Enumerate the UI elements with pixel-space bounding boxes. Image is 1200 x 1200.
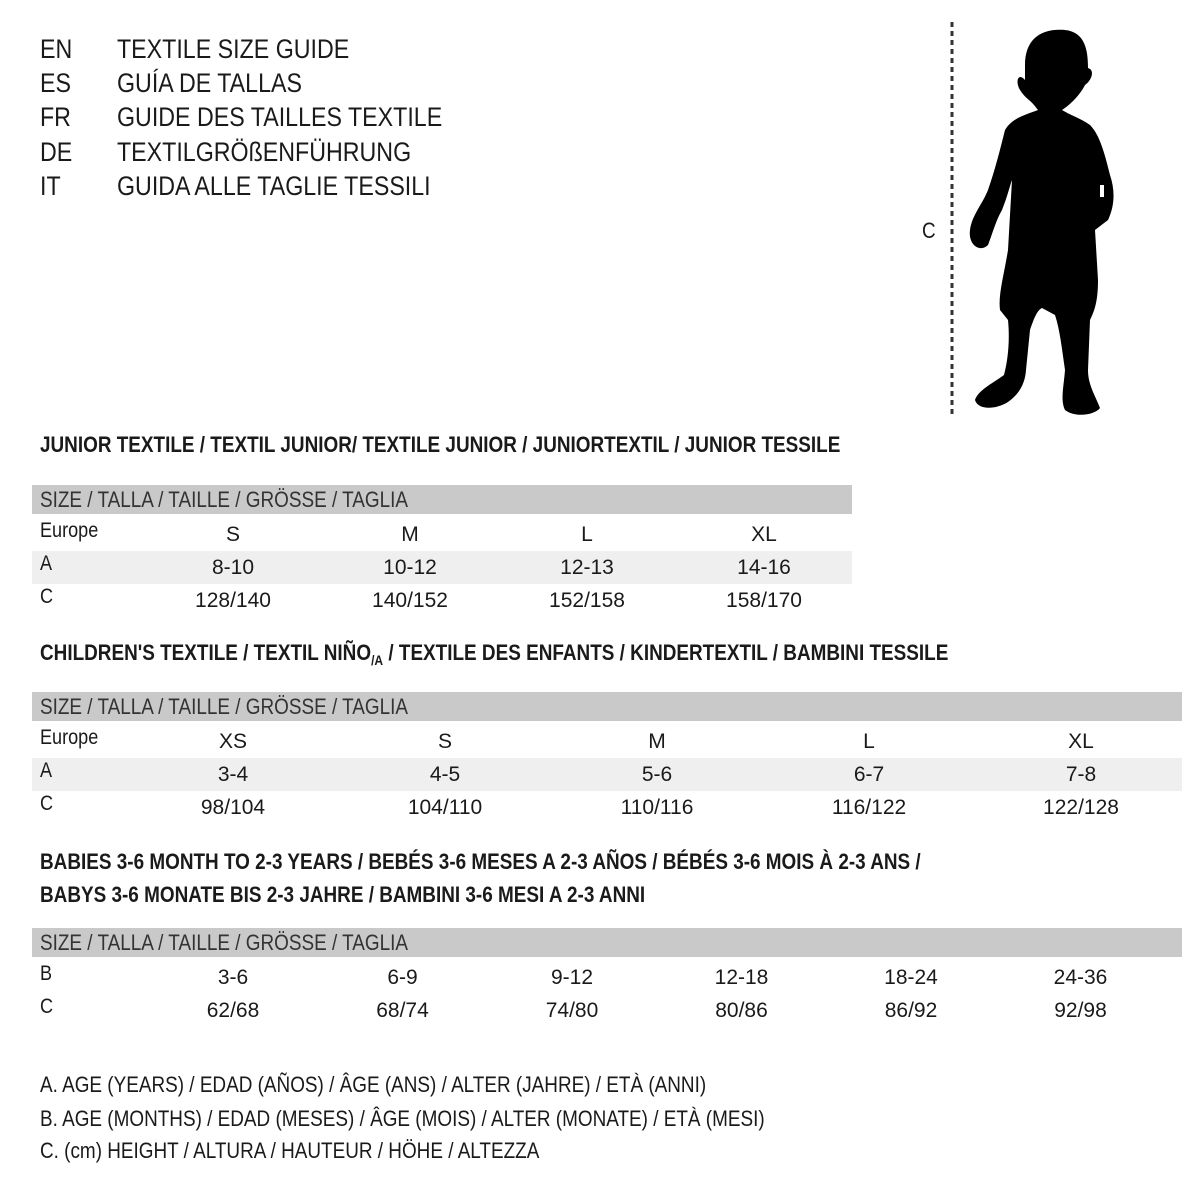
table-cell: 152/158: [549, 589, 625, 612]
table-cell: 92/98: [1054, 999, 1107, 1022]
table-cell: 62/68: [206, 999, 260, 1022]
heading-subscript: /A: [371, 652, 384, 668]
table-header: SIZE / TALLA / TAILLE / GRÖSSE / TAGLIA: [32, 928, 1182, 957]
table-cell: 12-18: [714, 966, 769, 989]
junior-size-table: SIZE / TALLA / TAILLE / GRÖSSE / TAGLIA …: [32, 485, 852, 617]
table-cell: 128/140: [195, 589, 271, 612]
row-label: A: [40, 759, 53, 782]
table-row: Europe S M L XL: [32, 518, 852, 551]
row-label: B: [40, 962, 53, 985]
table-cell: 68/74: [376, 999, 429, 1022]
lang-code: DE: [40, 137, 73, 167]
heading-part: CHILDREN'S TEXTILE / TEXTIL NIÑO: [40, 640, 372, 665]
table-row: B 3-6 6-9 9-12 12-18 18-24 24-36: [32, 961, 1182, 994]
table-cell: 6-7: [853, 763, 885, 786]
table-cell: L: [581, 523, 593, 546]
table-cell: 110/116: [620, 796, 694, 819]
table-cell: 104/110: [407, 796, 483, 819]
table-cell: XL: [1068, 730, 1094, 753]
children-heading-text: CHILDREN'S TEXTILE / TEXTIL NIÑO/A / TEX…: [40, 640, 948, 668]
table-row: A 3-4 4-5 5-6 6-7 7-8: [32, 758, 1182, 791]
table-cell: 6-9: [387, 966, 418, 989]
table-header-text: SIZE / TALLA / TAILLE / GRÖSSE / TAGLIA: [40, 930, 409, 955]
babies-heading-line-1: BABIES 3-6 MONTH TO 2-3 YEARS / BEBÉS 3-…: [40, 849, 1064, 875]
heading-text: BABIES 3-6 MONTH TO 2-3 YEARS / BEBÉS 3-…: [40, 849, 921, 874]
table-cell: 98/104: [200, 796, 266, 819]
table-cell: 140/152: [372, 589, 448, 612]
junior-heading-text: JUNIOR TEXTILE / TEXTIL JUNIOR/ TEXTILE …: [40, 432, 841, 457]
legend-note-c: C. (cm) HEIGHT / ALTURA / HAUTEUR / HÖHE…: [40, 1138, 621, 1164]
lang-code: IT: [40, 171, 61, 201]
lang-title: GUIDE DES TAILLES TEXTILE: [117, 102, 443, 132]
babies-size-table: SIZE / TALLA / TAILLE / GRÖSSE / TAGLIA …: [32, 928, 1182, 1027]
lang-code: EN: [40, 34, 73, 64]
table-cell: 10-12: [383, 556, 437, 579]
note-text: B. AGE (MONTHS) / EDAD (MESES) / ÂGE (MO…: [40, 1106, 765, 1131]
lang-title: GUÍA DE TALLAS: [117, 68, 302, 98]
babies-heading-line-2: BABYS 3-6 MONATE BIS 2-3 JAHRE / BAMBINI…: [40, 882, 744, 908]
table-cell: 24-36: [1053, 966, 1108, 989]
heading-part: / TEXTILE DES ENFANTS / KINDERTEXTIL / B…: [383, 640, 949, 665]
children-heading: CHILDREN'S TEXTILE / TEXTIL NIÑO/A / TEX…: [40, 640, 1096, 668]
table-cell: 74/80: [545, 999, 599, 1022]
table-cell: 18-24: [884, 966, 938, 989]
lang-title: TEXTILGRÖßENFÜHRUNG: [117, 137, 412, 167]
row-label: Europe: [40, 519, 99, 542]
table-cell: XL: [751, 523, 777, 546]
lang-code: ES: [40, 68, 71, 98]
table-cell: 122/128: [1043, 796, 1119, 819]
table-cell: 8-10: [211, 556, 255, 579]
table-header: SIZE / TALLA / TAILLE / GRÖSSE / TAGLIA: [32, 692, 1182, 721]
table-cell: 9-12: [550, 966, 594, 989]
table-cell: XS: [218, 730, 248, 753]
note-text: A. AGE (YEARS) / EDAD (AÑOS) / ÂGE (ANS)…: [40, 1072, 707, 1097]
lang-title: GUIDA ALLE TAGLIE TESSILI: [117, 171, 431, 201]
table-header-text: SIZE / TALLA / TAILLE / GRÖSSE / TAGLIA: [40, 694, 409, 719]
table-cell: M: [648, 730, 666, 753]
child-silhouette-icon: [950, 22, 1114, 415]
legend-note-a: A. AGE (YEARS) / EDAD (AÑOS) / ÂGE (ANS)…: [40, 1072, 815, 1098]
table-cell: 3-4: [217, 763, 249, 786]
table-cell: 7-8: [1065, 763, 1097, 786]
table-row: A 8-10 10-12 12-13 14-16: [32, 551, 852, 584]
lang-title: TEXTILE SIZE GUIDE: [117, 34, 350, 64]
table-cell: 116/122: [831, 796, 907, 819]
table-cell: 158/170: [726, 589, 802, 612]
lang-code: FR: [40, 102, 71, 132]
table-row: C 128/140 140/152 152/158 158/170: [32, 584, 852, 617]
table-cell: 5-6: [641, 763, 673, 786]
row-label: A: [40, 552, 53, 575]
table-header-text: SIZE / TALLA / TAILLE / GRÖSSE / TAGLIA: [40, 487, 409, 512]
table-cell: S: [225, 523, 241, 546]
table-cell: 80/86: [715, 999, 768, 1022]
table-cell: 12-13: [560, 556, 614, 579]
row-label: C: [40, 995, 54, 1018]
row-label: C: [40, 585, 54, 608]
row-label: Europe: [40, 726, 99, 749]
table-row: C 62/68 68/74 74/80 80/86 86/92 92/98: [32, 994, 1182, 1027]
heading-text: BABYS 3-6 MONATE BIS 2-3 JAHRE / BAMBINI…: [40, 882, 646, 907]
junior-heading: JUNIOR TEXTILE / TEXTIL JUNIOR/ TEXTILE …: [40, 432, 971, 458]
table-row: Europe XS S M L XL: [32, 725, 1182, 758]
table-cell: L: [863, 730, 875, 753]
table-cell: S: [437, 730, 453, 753]
row-label: C: [40, 792, 54, 815]
legend-note-b: B. AGE (MONTHS) / EDAD (MESES) / ÂGE (MO…: [40, 1106, 883, 1132]
table-cell: 4-5: [429, 763, 461, 786]
children-size-table: SIZE / TALLA / TAILLE / GRÖSSE / TAGLIA …: [32, 692, 1182, 824]
table-cell: 3-6: [217, 966, 249, 989]
table-row: C 98/104 104/110 110/116 116/122 122/128: [32, 791, 1182, 824]
height-measure-label: C: [922, 218, 936, 243]
table-cell: 86/92: [884, 999, 938, 1022]
table-cell: M: [401, 523, 419, 546]
child-silhouette-figure: C: [900, 10, 1160, 430]
table-header: SIZE / TALLA / TAILLE / GRÖSSE / TAGLIA: [32, 485, 852, 514]
table-cell: 14-16: [737, 556, 791, 579]
note-text: C. (cm) HEIGHT / ALTURA / HAUTEUR / HÖHE…: [40, 1138, 540, 1163]
